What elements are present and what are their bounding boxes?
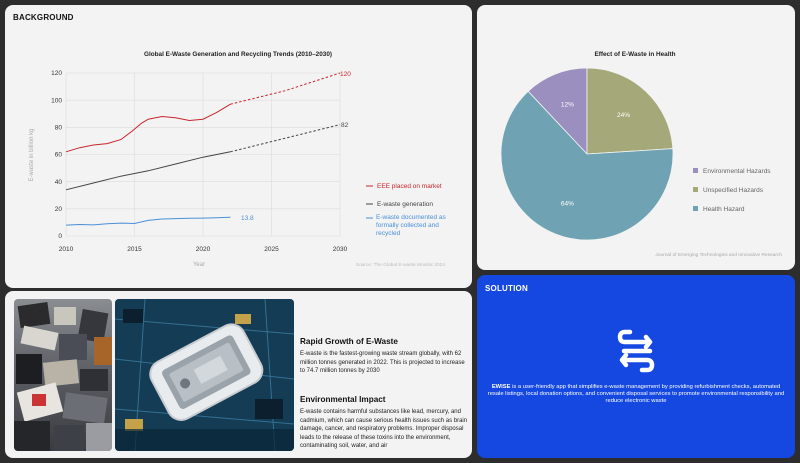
line-chart-title: Global E-Waste Generation and Recycling … — [144, 51, 332, 58]
y-tick-label: 120 — [51, 70, 62, 77]
pie-slices: 12% 24% 64% — [500, 67, 674, 241]
pie-chart-title: Effect of E-Waste in Health — [594, 51, 675, 58]
ewaste-pile-image — [14, 299, 112, 451]
end-label-generation: 82 — [341, 122, 349, 129]
impact-heading: Environmental Impact — [300, 395, 386, 404]
series-projection-0 — [230, 72, 341, 105]
health-panel: Effect of E-Waste in Health 12% 24% 64% En… — [477, 5, 795, 270]
pie-slice-label: 64% — [561, 201, 574, 208]
series-line-1 — [65, 151, 231, 191]
solution-panel: SOLUTION EWISE is a user-friendly app th… — [477, 275, 795, 458]
line-chart: Global E-Waste Generation and Recycling … — [29, 51, 446, 268]
y-tick-label: 0 — [58, 233, 62, 240]
x-tick-label: 2030 — [333, 246, 348, 253]
circuit-board-image — [115, 299, 294, 451]
legend-recycled: E-waste documented as formally collected… — [376, 214, 446, 237]
ewise-brand: EWISE — [491, 384, 511, 390]
background-panel: BACKGROUND Global E-Waste Generation and… — [5, 5, 472, 288]
pie-slice-2 — [500, 90, 674, 241]
x-tick-label: 2025 — [264, 246, 279, 253]
x-axis-label: Year — [193, 262, 205, 268]
x-tick-label: 2020 — [196, 246, 211, 253]
y-axis-label: E-waste in billion kg — [29, 128, 35, 181]
line-chart-legend: EEE placed on market E-waste generation … — [366, 183, 446, 237]
impact-text: E-waste contains harmful substances like… — [300, 409, 468, 450]
series-projection-1 — [230, 124, 341, 153]
end-label-recycled: 13.8 — [241, 215, 254, 222]
end-label-eee: 120 — [340, 71, 351, 78]
series-line-0 — [65, 103, 231, 153]
line-chart-source: Source: The Global E-waste Monitor 2024 — [356, 262, 446, 268]
solution-description: EWISE is a user-friendly app that simpli… — [485, 384, 787, 406]
x-tick-label: 2010 — [59, 246, 74, 253]
series-line-2 — [65, 216, 231, 226]
ewise-logo-icon — [617, 329, 655, 373]
pie-legend-label: Unspecified Hazards — [703, 187, 764, 194]
pie-legend: Environmental Hazards Unspecified Hazards… — [693, 168, 771, 213]
pie-legend-label: Environmental Hazards — [703, 168, 771, 175]
legend-swatch — [693, 187, 698, 192]
line-chart-ticks: 0 20 40 60 80 100 120 2010 2015 2020 2025 2030 — [51, 70, 347, 253]
legend-swatch — [693, 168, 698, 173]
line-chart-series — [65, 72, 341, 226]
solution-title: SOLUTION — [485, 284, 528, 293]
pie-legend-label: Health Hazard — [703, 206, 745, 213]
growth-block: Rapid Growth of E-Waste E-waste is the f… — [300, 337, 470, 376]
legend-eee: EEE placed on market — [377, 183, 442, 190]
y-tick-label: 60 — [55, 152, 63, 159]
y-tick-label: 40 — [55, 179, 63, 186]
legend-swatch — [693, 206, 698, 211]
legend-generation: E-waste generation — [377, 201, 433, 208]
background-title: BACKGROUND — [13, 13, 74, 22]
x-tick-label: 2015 — [127, 246, 142, 253]
impact-block: Environmental Impact E-waste contains ha… — [300, 395, 470, 451]
pie-slice-0 — [527, 67, 588, 156]
growth-heading: Rapid Growth of E-Waste — [300, 337, 398, 346]
health-source: Journal of Emerging Technologies and Inn… — [655, 252, 782, 258]
info-panel: Rapid Growth of E-Waste E-waste is the f… — [5, 291, 472, 458]
y-tick-label: 20 — [55, 206, 63, 213]
pie-chart: Effect of E-Waste in Health 12% 24% 64% En… — [500, 51, 782, 258]
growth-text: E-waste is the fastest-growing waste str… — [300, 351, 465, 375]
pie-slice-label: 24% — [617, 112, 630, 119]
pie-slice-1 — [586, 67, 674, 155]
y-tick-label: 100 — [51, 97, 62, 104]
pie-slice-label: 12% — [561, 101, 574, 108]
y-tick-label: 80 — [55, 125, 63, 132]
solution-body: is a user-friendly app that simplifies e… — [487, 384, 785, 405]
line-chart-grid — [65, 72, 341, 237]
